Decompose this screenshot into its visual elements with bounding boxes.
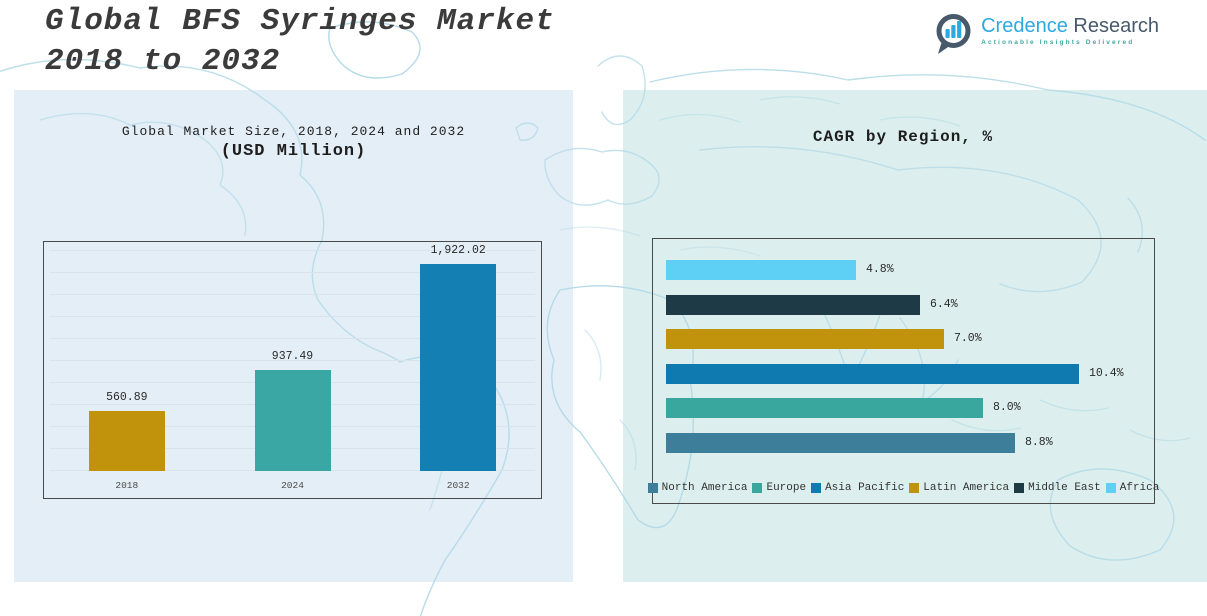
- bar-2018: [88, 411, 165, 471]
- bar-value-label: 7.0%: [954, 332, 982, 345]
- bar-2032: [420, 264, 497, 471]
- bar-europe: [666, 398, 983, 418]
- legend-item-latin-america: Latin America: [909, 482, 1009, 494]
- cagr-chart-title: CAGR by Region, %: [812, 128, 994, 146]
- legend-label: Europe: [766, 482, 807, 494]
- page-title-line1: Global BFS Syringes Market: [45, 4, 555, 39]
- bar-value-label: 10.4%: [1089, 367, 1124, 380]
- market-size-plot-area: 560.89 2018 937.49 2024 1,922.02 2032: [44, 242, 541, 498]
- legend-swatch: [752, 483, 763, 493]
- logo-wordmark: Credence Research: [981, 15, 1159, 37]
- bar-chart-speech-bubble-icon: [936, 14, 971, 54]
- page-title: Global BFS Syringes Market 2018 to 2032: [45, 2, 555, 82]
- logo-brand-secondary: Research: [1073, 15, 1159, 37]
- page-title-line2: 2018 to 2032: [45, 44, 281, 79]
- bar-value-label: 1,922.02: [430, 244, 486, 257]
- cagr-chart: 4.8% 6.4% 7.0% 10.4% 8.0% 8.8% North America E…: [647, 238, 1159, 504]
- legend-label: Latin America: [923, 482, 1010, 494]
- legend-swatch: [811, 483, 822, 493]
- market-size-chart-title: Global Market Size, 2018, 2024 and 2032: [121, 124, 466, 139]
- legend-item-europe: Europe: [752, 482, 806, 494]
- legend-item-asia-pacific: Asia Pacific: [811, 482, 904, 494]
- legend-label: Africa: [1119, 482, 1160, 494]
- logo-brand-primary: Credence: [981, 15, 1068, 37]
- bar-middle-east: [666, 295, 920, 315]
- bar-value-label: 8.0%: [993, 401, 1021, 414]
- legend-label: Middle East: [1028, 482, 1101, 494]
- legend-label: North America: [661, 482, 748, 494]
- credence-research-logo: Credence Research Actionable Insights De…: [933, 12, 1159, 56]
- legend-item-north-america: North America: [647, 482, 748, 494]
- bar-value-label: 8.8%: [1025, 436, 1053, 449]
- axis-category-label: 2024: [281, 480, 304, 491]
- legend-swatch: [909, 483, 920, 493]
- bar-value-label: 560.89: [106, 391, 148, 404]
- market-size-chart-subtitle: (USD Million): [220, 142, 367, 161]
- bar-latin-america: [666, 329, 944, 349]
- legend-item-africa: Africa: [1105, 482, 1160, 494]
- legend-item-middle-east: Middle East: [1014, 482, 1101, 494]
- legend-label: Asia Pacific: [825, 482, 905, 494]
- bar-asia-pacific: [666, 364, 1079, 384]
- legend-swatch: [1014, 483, 1025, 493]
- market-size-chart: 560.89 2018 937.49 2024 1,922.02 2032: [43, 241, 542, 499]
- legend-swatch: [1105, 483, 1116, 493]
- axis-category-label: 2018: [115, 480, 139, 491]
- bar-value-label: 937.49: [271, 350, 314, 363]
- logo-tagline: Actionable Insights Delivered: [981, 39, 1135, 46]
- bar-value-label: 6.4%: [930, 298, 958, 311]
- axis-category-label: 2032: [446, 480, 470, 491]
- legend-swatch: [647, 483, 658, 493]
- bar-2024: [254, 370, 331, 471]
- cagr-legend: North America Europe Asia Pacific Latin Ame…: [647, 482, 1159, 494]
- bar-north-america: [666, 433, 1015, 453]
- cagr-plot-area: 4.8% 6.4% 7.0% 10.4% 8.0% 8.8%: [653, 239, 1154, 503]
- bar-africa: [666, 260, 856, 280]
- bar-value-label: 4.8%: [866, 263, 894, 276]
